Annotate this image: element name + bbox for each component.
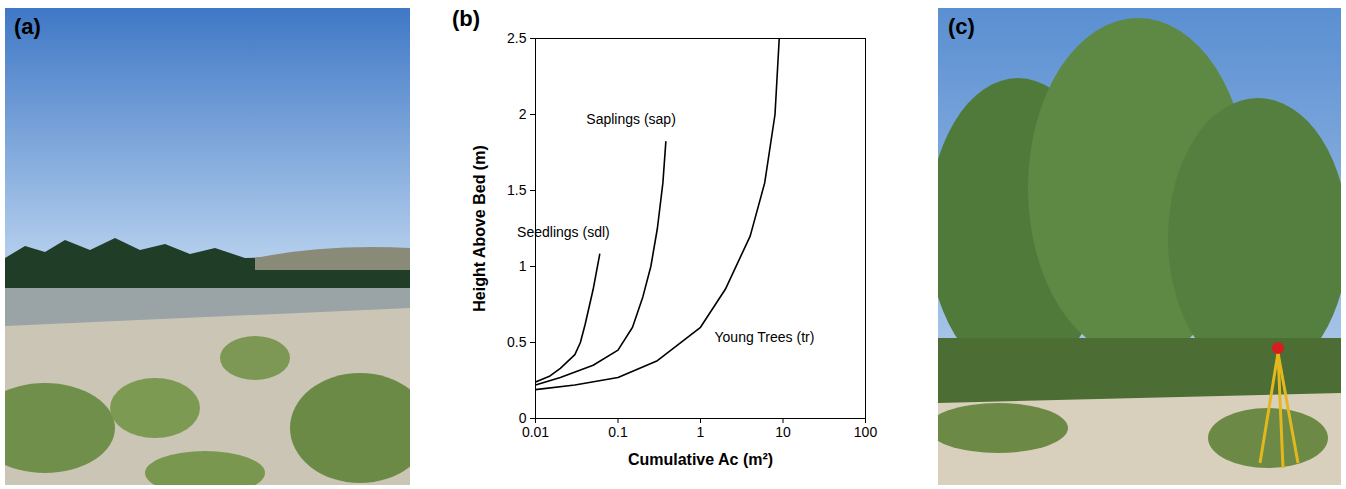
svg-text:0.5: 0.5 — [507, 334, 527, 350]
html-text:(c): (c) — [948, 14, 975, 39]
svg-text:1: 1 — [519, 258, 527, 274]
svg-text:Seedlings (sdl): Seedlings (sdl) — [517, 224, 610, 240]
svg-text:0.01: 0.01 — [522, 424, 549, 440]
svg-text:0: 0 — [518, 410, 527, 426]
svg-text:1.5: 1.5 — [507, 182, 527, 198]
html-text:(a): (a) — [14, 14, 41, 39]
svg-text:1: 1 — [697, 424, 705, 440]
svg-text:2: 2 — [519, 106, 527, 122]
html-text:(b): (b) — [452, 6, 481, 31]
svg-text:Young Trees (tr): Young Trees (tr) — [715, 329, 815, 345]
svg-text:2.5: 2.5 — [507, 30, 527, 46]
svg-text:Saplings (sap): Saplings (sap) — [586, 111, 676, 127]
svg-text:100: 100 — [854, 424, 878, 440]
svg-text:10: 10 — [775, 424, 791, 440]
svg-text:Cumulative Ac (m²): Cumulative Ac (m²) — [628, 451, 773, 468]
svg-text:0.1: 0.1 — [608, 424, 628, 440]
svg-text:Height Above Bed (m): Height Above Bed (m) — [471, 145, 488, 312]
